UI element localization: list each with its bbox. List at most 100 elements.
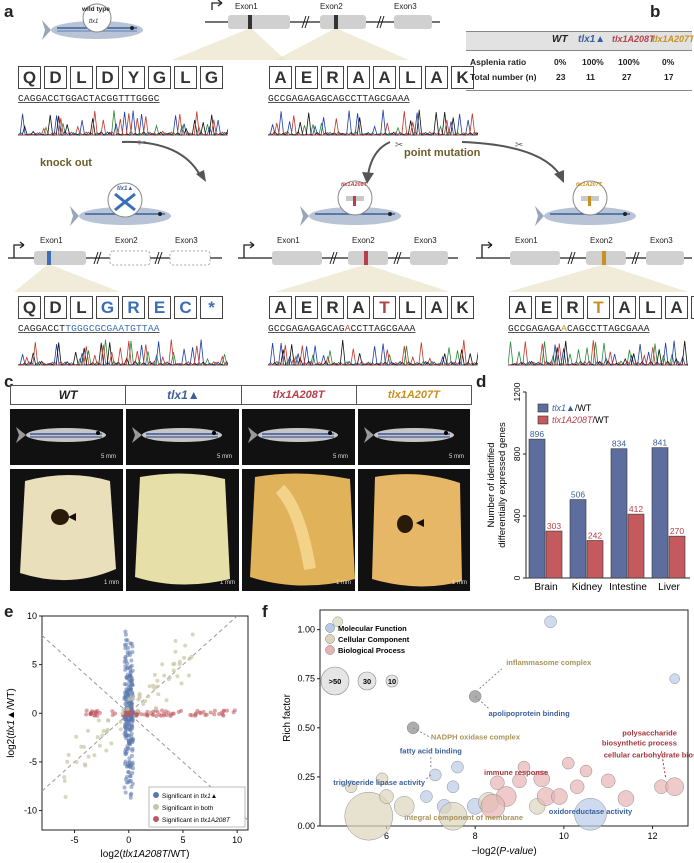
point <box>125 693 130 698</box>
point <box>127 756 132 761</box>
exon3-label-ko: Exon3 <box>175 236 198 245</box>
panel-label-d: d <box>476 372 487 391</box>
point <box>130 771 135 776</box>
annotation-leader <box>412 727 432 739</box>
aa-box: Q <box>18 296 41 319</box>
point <box>189 654 194 659</box>
point <box>188 712 193 717</box>
asplenia-table: WT tlx1▲ tlx1A208T tlx1A207T Asplenia ra… <box>466 31 694 95</box>
x-tick-label: 10 <box>559 831 569 841</box>
cell: 17 <box>664 72 674 82</box>
scatter-chart-log2: -5 0 5 10 -10 -5 0 5 10 log2(tlx1A208T/WT) log2(tl… <box>6 611 249 860</box>
point <box>134 711 139 716</box>
aa-box: G <box>96 296 119 319</box>
point <box>137 693 142 698</box>
x-tick-label: -5 <box>71 835 79 845</box>
photo-header-row: WT tlx1▲ tlx1A208T tlx1A207T <box>10 385 472 405</box>
aa-box: E <box>295 66 318 89</box>
point <box>130 716 135 721</box>
point <box>121 707 126 712</box>
annotation-label: polysaccharide <box>622 729 677 738</box>
bubble <box>579 764 593 778</box>
point <box>122 682 127 687</box>
y-tick-label: 0 <box>32 708 37 718</box>
point <box>155 684 160 689</box>
point <box>143 699 148 704</box>
exon1-label-wt: Exon1 <box>235 2 258 11</box>
a208t-fish-illustration <box>300 180 401 226</box>
chromatogram-wt1 <box>18 110 228 136</box>
legend-box <box>148 786 246 828</box>
panel-label-e: e <box>4 602 14 621</box>
point <box>120 711 125 716</box>
point <box>146 694 151 699</box>
a207t-fish-illustration <box>535 180 636 226</box>
row-label-total: Total number (n) <box>470 72 537 82</box>
y-tick-label: 0.25 <box>297 772 315 782</box>
point <box>123 759 128 764</box>
aa-box: E <box>148 296 171 319</box>
point <box>208 710 213 715</box>
point <box>212 708 217 713</box>
wt-seq2-aa: A E R A A L A K <box>269 66 474 89</box>
bubble <box>332 616 343 627</box>
annotation-leader <box>479 668 503 689</box>
panel-label-b: b <box>650 2 661 21</box>
aa-box: D <box>44 66 67 89</box>
bubble <box>394 796 415 817</box>
y-tick-label: 0.50 <box>297 723 315 733</box>
a207t-fish-label: tlx1A207T <box>576 182 602 188</box>
bubble <box>533 770 550 788</box>
svg-text:✂: ✂ <box>138 138 146 149</box>
bubble <box>562 756 575 770</box>
point <box>127 701 132 706</box>
legend-marker <box>153 792 159 798</box>
point <box>106 718 111 723</box>
exon1-label-a207t: Exon1 <box>515 236 538 245</box>
knock-out-label: knock out <box>40 157 92 169</box>
bubble <box>517 760 531 774</box>
y-tick-label: 1200 <box>512 382 522 401</box>
aa-box: * <box>200 296 223 319</box>
exon1-label-ko: Exon1 <box>40 236 63 245</box>
y-tick-label: 1.00 <box>297 625 315 635</box>
point <box>63 794 68 799</box>
point <box>160 708 165 713</box>
bar <box>528 438 546 579</box>
wt-gene-structure <box>171 0 440 60</box>
x-axis-label: −log2(P-value) <box>471 846 536 857</box>
x-tick-label: Liver <box>658 582 680 593</box>
point <box>109 741 114 746</box>
point <box>168 713 173 718</box>
point <box>105 728 110 733</box>
bubble-points <box>332 615 684 841</box>
bubble <box>344 780 358 793</box>
point <box>131 766 136 771</box>
point <box>95 735 100 740</box>
svg-text:✂: ✂ <box>395 140 403 151</box>
aa-box: G <box>200 66 223 89</box>
organ-photos-drawing <box>20 473 462 587</box>
wt-seq1-aa: Q D L D Y G L G <box>18 66 223 89</box>
point <box>123 729 128 734</box>
mutant-gene-structures <box>8 241 692 292</box>
point <box>129 784 134 789</box>
point <box>186 673 191 678</box>
point <box>130 690 135 695</box>
chromatogram-trace <box>268 339 478 366</box>
y-tick-label: 0.75 <box>297 674 315 684</box>
point <box>123 723 128 728</box>
y-tick-label: 10 <box>27 611 37 621</box>
point <box>162 713 167 718</box>
dna-mut-part: TGGGCGCGAATGTTAA <box>65 323 160 334</box>
bar <box>610 448 628 579</box>
exon2-label-wt: Exon2 <box>320 2 343 11</box>
exon3-label-a208t: Exon3 <box>414 236 437 245</box>
point <box>127 778 132 783</box>
point <box>125 774 130 779</box>
point <box>198 711 203 716</box>
panel-label-c: c <box>4 372 14 391</box>
y-tick-label: 0.00 <box>297 821 315 831</box>
mutation-arrows: ✂ ✂ ✂ <box>121 138 564 184</box>
point <box>217 711 222 716</box>
